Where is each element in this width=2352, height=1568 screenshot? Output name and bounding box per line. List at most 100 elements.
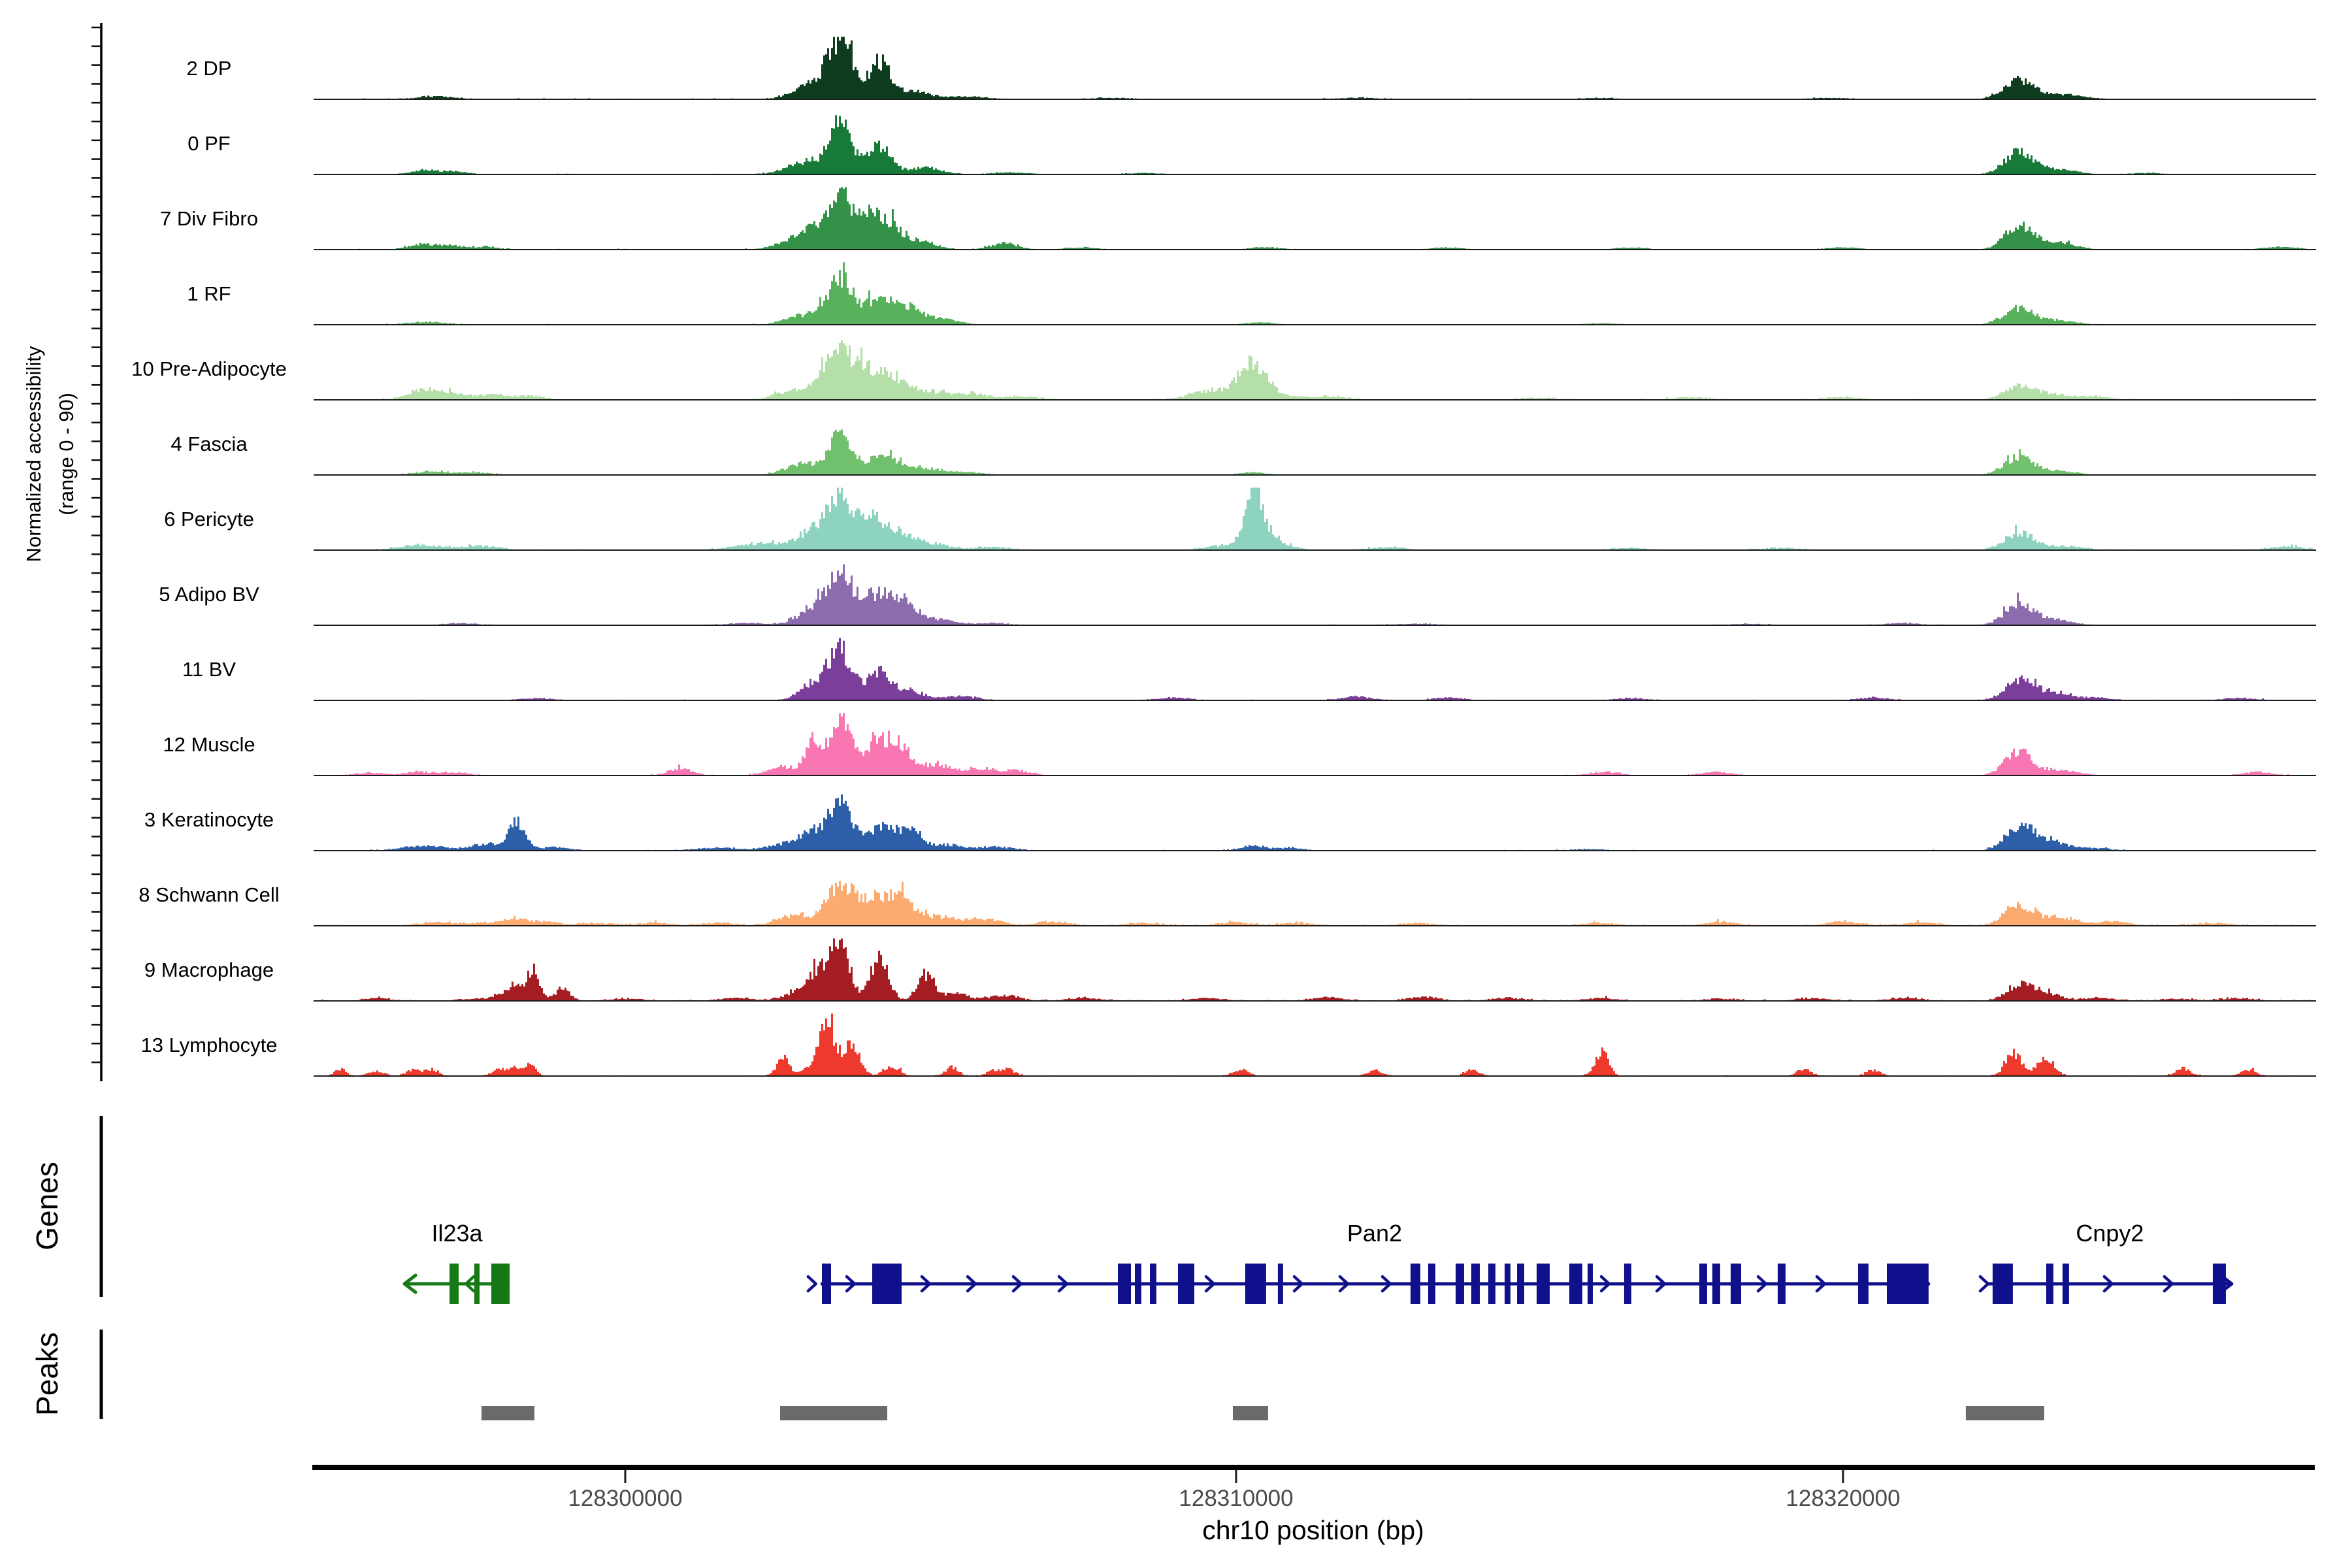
exon xyxy=(1516,1264,1524,1304)
gene-end-arrow-icon xyxy=(402,1273,417,1294)
signal-area xyxy=(314,187,2316,250)
exon xyxy=(1277,1264,1283,1304)
strand-direction-arrow-icon xyxy=(920,1275,932,1293)
peak-call-bar xyxy=(1965,1406,2044,1420)
y-axis-label-line1: Normalized accessibility xyxy=(22,346,45,562)
signal-area xyxy=(314,638,2316,700)
peak-call-bar xyxy=(482,1406,535,1420)
signal-area xyxy=(314,37,2316,99)
signal-area xyxy=(314,487,2316,550)
track-12-Muscle: 12 Muscle xyxy=(163,713,2316,776)
exon xyxy=(1777,1264,1786,1304)
strand-direction-arrow-icon xyxy=(845,1275,857,1293)
peak-call-bar xyxy=(1232,1406,1268,1420)
track-0-PF: 0 PF xyxy=(188,115,2316,175)
track-5-Adipo-BV: 5 Adipo BV xyxy=(159,564,2316,626)
strand-direction-arrow-icon xyxy=(1978,1275,1990,1293)
y-axis-ruler xyxy=(91,23,103,1081)
track-6-Pericyte: 6 Pericyte xyxy=(164,487,2316,551)
exon xyxy=(872,1264,902,1304)
strand-direction-arrow-icon xyxy=(1292,1275,1304,1293)
exon xyxy=(1471,1264,1480,1304)
gene-Il23a: Il23a xyxy=(402,1220,510,1304)
exon xyxy=(1177,1264,1195,1304)
track-10-Pre-Adipocyte: 10 Pre-Adipocyte xyxy=(131,340,2316,400)
signal-area xyxy=(314,794,2316,851)
signal-area xyxy=(314,881,2316,926)
signal-area xyxy=(314,340,2316,400)
strand-direction-arrow-icon xyxy=(2102,1275,2114,1293)
strand-direction-arrow-icon xyxy=(1599,1275,1611,1293)
exon xyxy=(1504,1264,1511,1304)
strand-direction-arrow-icon xyxy=(1655,1275,1667,1293)
gene-Pan2: Pan2 xyxy=(806,1220,1931,1304)
exon xyxy=(1712,1264,1720,1304)
strand-direction-arrow-icon xyxy=(464,1275,476,1293)
signal-area xyxy=(314,713,2316,776)
x-axis-tick-label: 128310000 xyxy=(1179,1486,1293,1511)
exon xyxy=(1886,1264,1929,1304)
strand-direction-arrow-icon xyxy=(966,1275,977,1293)
strand-direction-arrow-icon xyxy=(1815,1275,1827,1293)
track-1-RF: 1 RF xyxy=(187,262,2316,325)
gene-label: Il23a xyxy=(432,1220,483,1247)
exon xyxy=(1992,1264,2013,1304)
exon xyxy=(1857,1264,1869,1304)
exon xyxy=(2062,1264,2069,1304)
track-9-Macrophage: 9 Macrophage xyxy=(144,938,2316,1002)
strand-direction-arrow-icon xyxy=(806,1275,818,1293)
exon xyxy=(1456,1264,1464,1304)
exon xyxy=(1488,1264,1495,1304)
exon xyxy=(1410,1264,1420,1304)
track-7-Div-Fibro: 7 Div Fibro xyxy=(160,187,2316,250)
x-axis-tick-label: 128300000 xyxy=(568,1486,682,1511)
exon xyxy=(1587,1264,1593,1304)
x-axis-tick-label: 128320000 xyxy=(1786,1486,1900,1511)
exon xyxy=(491,1264,510,1304)
x-axis: 128300000 128310000 128320000 chr10 posi… xyxy=(312,1465,2315,1545)
signal-area xyxy=(314,564,2316,625)
strand-direction-arrow-icon xyxy=(1380,1275,1392,1293)
strand-direction-arrow-icon xyxy=(1057,1275,1069,1293)
genes-track: Il23a Pan2 Cnpy2 xyxy=(402,1220,2234,1304)
gene-label: Pan2 xyxy=(1347,1220,1402,1247)
exon xyxy=(822,1264,831,1304)
signal-area xyxy=(314,938,2316,1001)
exon xyxy=(1536,1264,1550,1304)
track-label: 2 DP xyxy=(187,57,232,80)
signal-area xyxy=(314,1013,2316,1076)
strand-direction-arrow-icon xyxy=(1338,1275,1350,1293)
track-label: 3 Keratinocyte xyxy=(144,808,274,831)
track-3-Keratinocyte: 3 Keratinocyte xyxy=(144,794,2316,851)
track-label: 11 BV xyxy=(182,658,236,681)
peaks-track xyxy=(482,1406,2044,1420)
exon xyxy=(1245,1264,1266,1304)
track-8-Schwann-Cell: 8 Schwann Cell xyxy=(139,881,2316,926)
peak-call-bar xyxy=(780,1406,888,1420)
strand-direction-arrow-icon xyxy=(1011,1275,1023,1293)
strand-direction-arrow-icon xyxy=(1756,1275,1768,1293)
track-label: 10 Pre-Adipocyte xyxy=(131,357,287,380)
strand-direction-arrow-icon xyxy=(1204,1275,1216,1293)
exon xyxy=(1428,1264,1435,1304)
exon xyxy=(1624,1264,1631,1304)
genes-section-label: Genes xyxy=(30,1162,64,1250)
track-label: 12 Muscle xyxy=(163,733,255,756)
track-13-Lymphocyte: 13 Lymphocyte xyxy=(140,1013,2316,1077)
x-axis-title: chr10 position (bp) xyxy=(1202,1515,1424,1545)
exon xyxy=(474,1264,480,1304)
track-label: 0 PF xyxy=(188,132,230,155)
y-axis-label-line2: (range 0 - 90) xyxy=(55,393,78,515)
track-11-BV: 11 BV xyxy=(182,638,2316,701)
peaks-section-label: Peaks xyxy=(30,1332,64,1416)
track-label: 6 Pericyte xyxy=(164,508,254,531)
gene-Cnpy2: Cnpy2 xyxy=(1978,1220,2234,1304)
track-label: 7 Div Fibro xyxy=(160,207,258,230)
gene-label: Cnpy2 xyxy=(2076,1220,2144,1247)
exon xyxy=(1150,1264,1156,1304)
track-label: 8 Schwann Cell xyxy=(139,883,279,906)
track-2-DP: 2 DP xyxy=(187,37,2316,100)
accessibility-tracks: 2 DP 0 PF 7 Div Fibro 1 RF 10 Pre-Adipocyte 4… xyxy=(131,37,2316,1077)
track-label: 9 Macrophage xyxy=(144,958,274,981)
